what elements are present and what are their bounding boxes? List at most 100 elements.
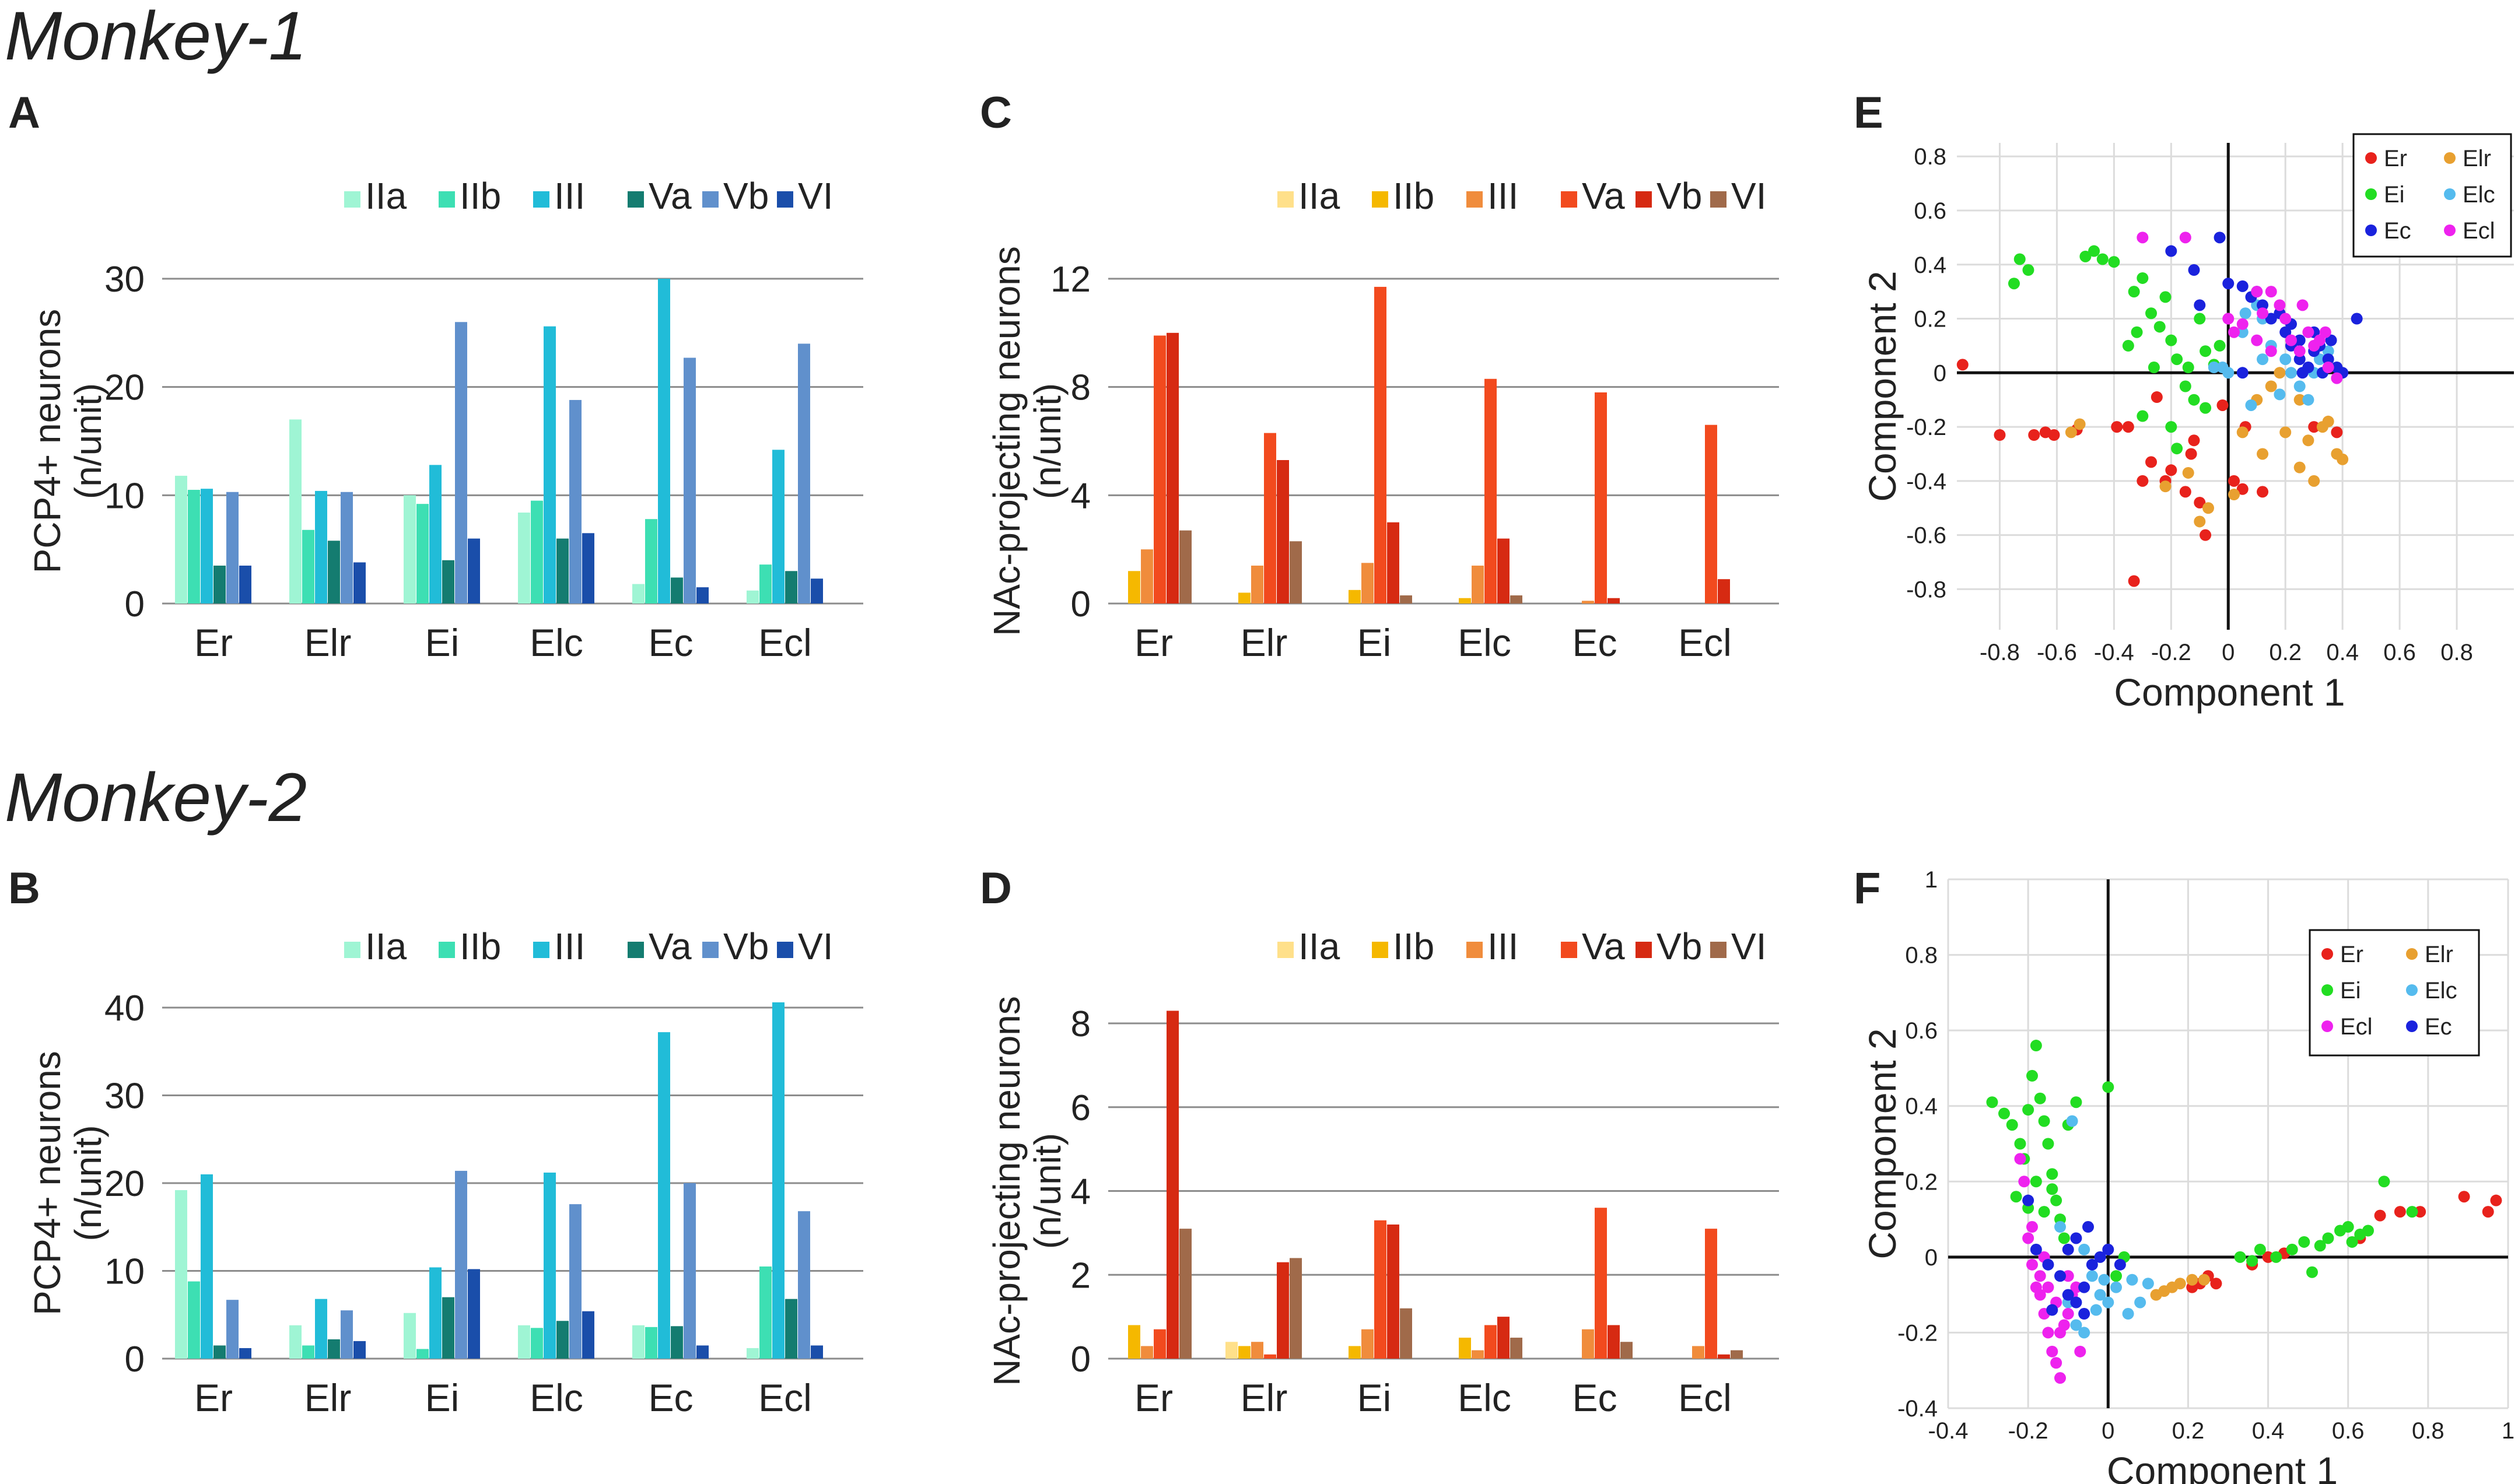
bar-b-ecl-iib [759,1266,772,1359]
legend-box-f [2309,929,2480,1057]
legend-swatch-d [1710,942,1726,958]
point-e-ei [2182,362,2194,374]
bar-b-ec-iii [658,1032,670,1359]
x-tick-label-c: Ec [1572,621,1617,664]
y-tick-label-f: 0.6 [1905,1018,1938,1044]
point-f-er [2374,1209,2386,1222]
point-e-er [2200,529,2212,541]
point-e-elr [2182,466,2194,479]
bar-b-er-vi [239,1348,251,1359]
x-tick-label-b: Ec [648,1376,693,1419]
bar-c-ecl-va [1705,424,1717,604]
point-f-ei [2042,1138,2054,1150]
bar-b-elr-iib [302,1345,314,1359]
y-axis-label-c: NAc-projecting neurons [986,246,1028,636]
y-tick-label-e: -0.4 [1906,469,1946,494]
legend-label-c: III [1487,175,1518,217]
point-f-elc [2054,1221,2066,1233]
legend-label-a: III [554,175,585,217]
point-f-elc [2098,1273,2110,1286]
point-e-ei [2137,272,2149,284]
legend-marker-f [2406,948,2418,960]
legend-label-c: IIa [1298,175,1340,217]
legend-marker-f [2406,1020,2418,1032]
bar-b-elc-vb [569,1204,582,1359]
legend-swatch-c [1710,191,1726,208]
point-e-ecl [2296,299,2309,311]
point-f-elc [2078,1243,2090,1255]
point-e-er [2331,426,2343,438]
y-tick-label-d: 6 [1071,1088,1091,1128]
x-tick-label-f: 0.6 [2332,1418,2365,1444]
panel-letter-f: F [1854,864,1881,913]
bar-a-ecl-iii [772,450,785,604]
y-axis-label-unit-d: (n/unit) [1027,1133,1069,1249]
bar-a-elr-iii [315,490,327,604]
point-e-elc [2302,394,2314,406]
bar-a-ei-iii [429,465,442,604]
bar-a-elr-vi [353,562,366,604]
point-e-er [2122,421,2134,433]
bar-d-er-vb [1167,1011,1179,1359]
point-e-elc [2208,362,2220,374]
point-e-ei [2179,380,2191,392]
bar-a-elr-iib [302,529,314,604]
legend-label-b: IIb [460,925,501,967]
point-f-ei [2030,1176,2042,1188]
point-f-ei [2010,1191,2022,1203]
y-tick-label-f: -0.4 [1897,1396,1938,1422]
point-f-er [2482,1206,2494,1218]
point-f-ei [1998,1107,2010,1120]
y-tick-label-e: 0.4 [1914,252,1946,278]
point-f-ec [2054,1270,2066,1282]
bar-d-ecl-va [1705,1229,1717,1359]
bar-c-er-iii [1141,549,1153,604]
point-e-ec [2325,334,2337,346]
point-e-ei [2096,253,2109,265]
y-tick-label-b: 20 [104,1164,145,1204]
bar-a-ei-va [442,560,454,604]
legend-marker-e [2444,152,2456,164]
panel-letter-a: A [8,88,40,138]
point-f-elc [2102,1296,2114,1308]
point-f-elc [2066,1115,2078,1127]
point-f-ecl [2062,1308,2074,1320]
point-f-ei [2378,1176,2390,1188]
bar-c-er-vi [1179,530,1192,604]
y-tick-label-e: 0.8 [1914,144,1946,170]
bar-a-elc-iii [544,326,556,604]
point-e-elr [2337,453,2349,465]
y-axis-title-f: Component 2 [1861,1028,1904,1259]
bar-a-ec-va [671,577,683,604]
y-tick-label-c: 4 [1071,476,1091,516]
bar-d-elr-vi [1290,1258,1302,1359]
bar-d-ecl-vi [1731,1350,1743,1359]
bar-a-elr-iia [289,419,302,604]
point-f-elr [2174,1278,2186,1290]
legend-label-e: Ecl [2463,218,2495,244]
bar-c-elc-vb [1497,538,1510,604]
x-axis-title-e: Component 1 [2114,671,2345,714]
bar-d-elr-iia [1225,1342,1238,1359]
legend-marker-f [2406,984,2418,996]
point-e-ec [2236,367,2249,379]
point-e-ecl [2293,345,2306,357]
point-e-ecl [2285,334,2297,346]
point-e-er [2137,475,2149,487]
point-f-elc [2142,1278,2154,1290]
point-f-ei [2058,1232,2070,1244]
legend-label-a: IIa [365,175,407,217]
point-e-ei [2165,334,2177,346]
point-f-er [2394,1206,2406,1218]
point-f-ecl [2026,1258,2038,1271]
x-tick-label-f: 0.4 [2252,1418,2285,1444]
legend-swatch-b [777,942,793,958]
bar-b-elc-vi [582,1311,594,1359]
point-f-ec [2030,1243,2042,1255]
y-axis-label-unit-a: (n/unit) [67,383,109,499]
point-e-er [2188,434,2200,447]
point-f-ei [2046,1183,2058,1195]
point-f-ec [2070,1296,2082,1308]
bar-b-elr-iia [289,1325,302,1359]
point-e-elr [2194,515,2206,528]
